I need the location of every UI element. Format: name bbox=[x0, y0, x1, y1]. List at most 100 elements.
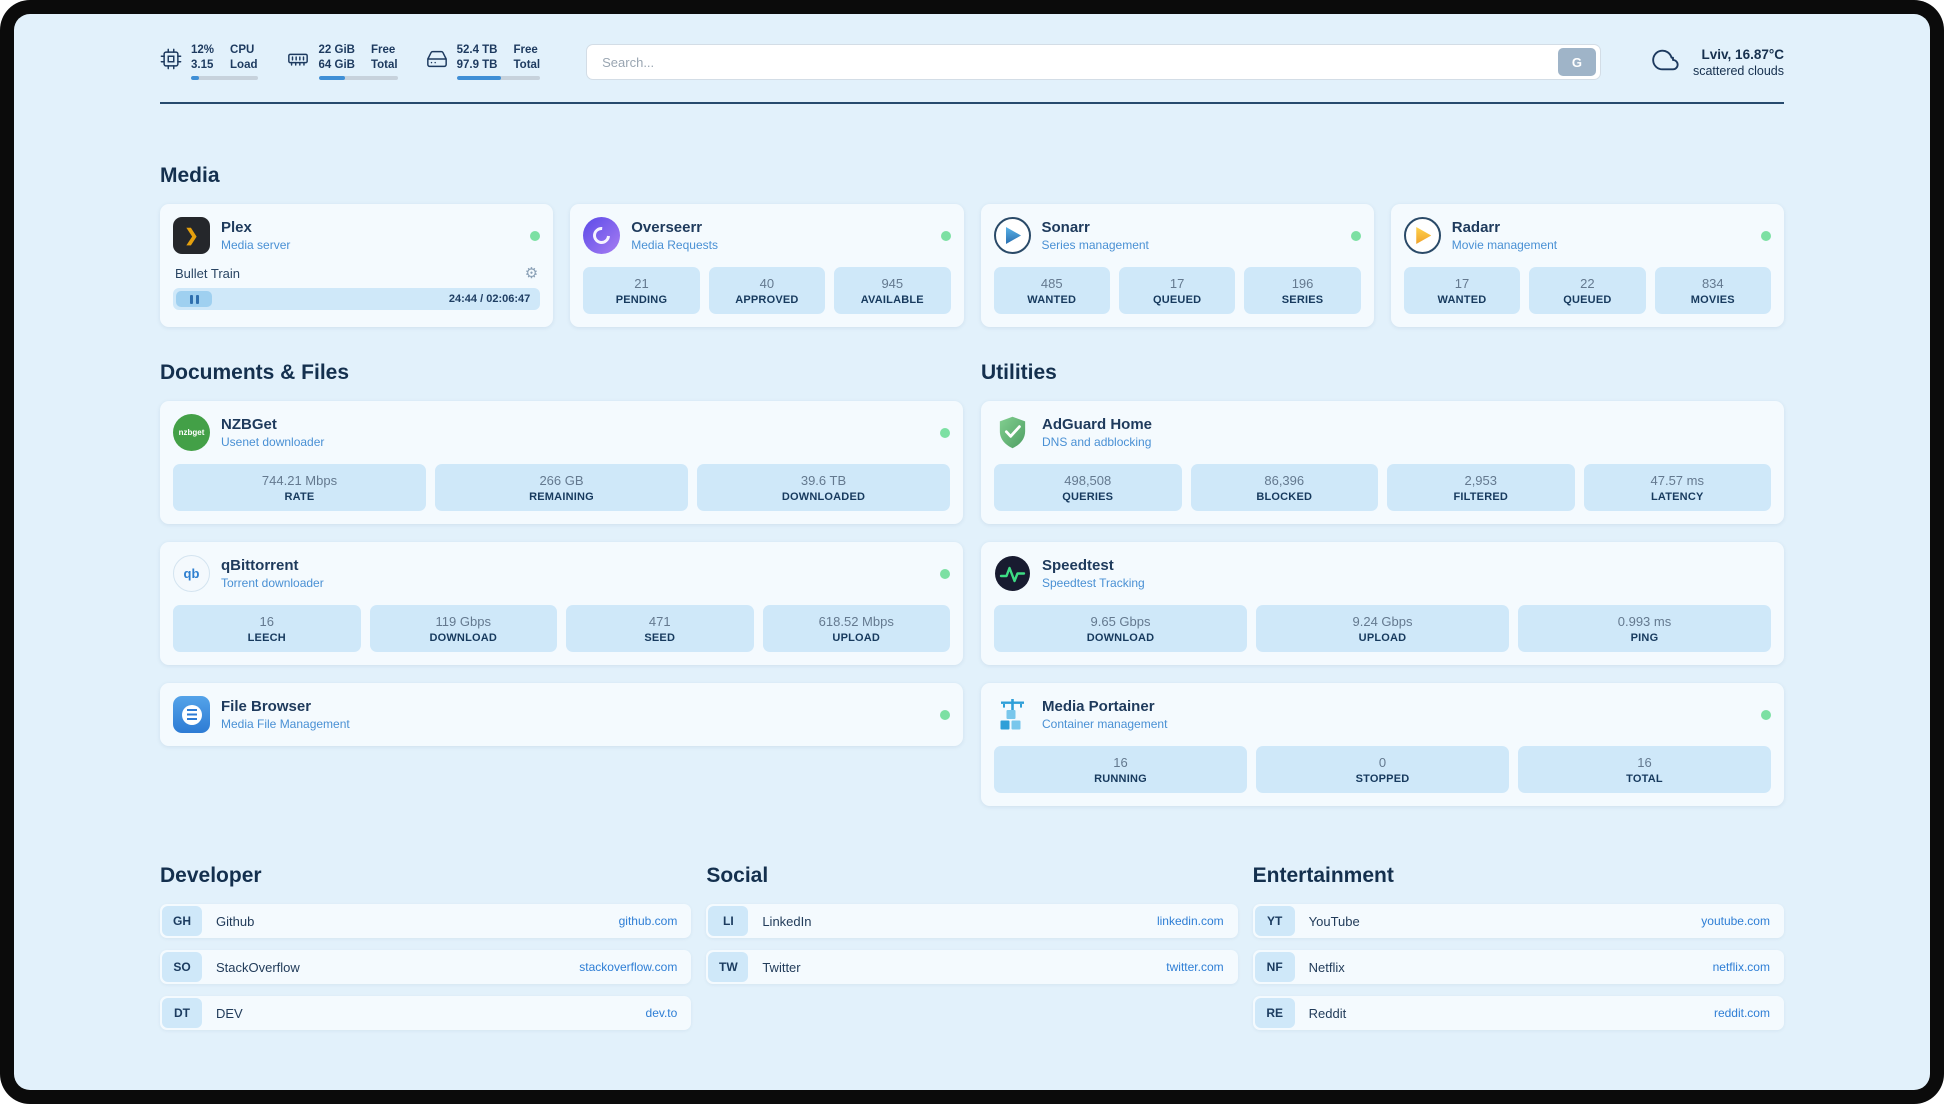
plex-icon: ❯ bbox=[173, 217, 210, 254]
media-card-row: ❯ Plex Media server Bullet Train ⚙ 24:44… bbox=[160, 204, 1784, 327]
bookmark-reddit[interactable]: RE Reddit reddit.com bbox=[1252, 996, 1784, 1030]
stat-total: 16 TOTAL bbox=[1518, 746, 1771, 793]
stat-label: APPROVED bbox=[735, 294, 799, 306]
storage-label-top: Free bbox=[513, 44, 538, 56]
stat-value: 834 bbox=[1701, 276, 1724, 291]
stat-blocked: 86,396 BLOCKED bbox=[1190, 464, 1378, 511]
bookmark-url: reddit.com bbox=[1713, 1006, 1770, 1020]
stat-downloaded: 39.6 TB DOWNLOADED bbox=[697, 464, 950, 511]
app-card-portainer[interactable]: Media Portainer Container management 16 … bbox=[981, 683, 1784, 806]
memory-label-top: Free bbox=[370, 44, 396, 56]
status-online-dot bbox=[530, 230, 541, 241]
bookmark-name: StackOverflow bbox=[216, 959, 300, 975]
app-name: Plex bbox=[221, 219, 252, 236]
plex-now-playing-widget: Bullet Train ⚙ 24:44 / 02:06:47 bbox=[173, 264, 541, 310]
bookmark-name: Netflix bbox=[1308, 959, 1345, 975]
stat-remaining: 266 GB REMAINING bbox=[435, 464, 688, 511]
stat-value: 16 bbox=[259, 614, 274, 629]
bookmark-linkedin[interactable]: LI LinkedIn linkedin.com bbox=[706, 904, 1238, 938]
bookmark-url: twitter.com bbox=[1166, 960, 1224, 974]
cpu-label-top: CPU bbox=[230, 44, 255, 56]
stat-value: 266 GB bbox=[539, 473, 584, 488]
stat-value: 16 bbox=[1113, 755, 1128, 770]
stat-label: PING bbox=[1630, 632, 1659, 644]
stat-label: DOWNLOAD bbox=[429, 632, 498, 644]
cpu-chip-icon bbox=[160, 44, 182, 70]
stat-label: WANTED bbox=[1027, 294, 1077, 306]
stat-value: 196 bbox=[1291, 276, 1314, 291]
status-online-dot bbox=[940, 230, 951, 241]
app-description: Movie management bbox=[1451, 238, 1558, 252]
app-card-qbittorrent[interactable]: qb qBittorrent Torrent downloader 16 LEE… bbox=[160, 542, 963, 665]
stat-running: 16 RUNNING bbox=[994, 746, 1247, 793]
app-card-radarr[interactable]: Radarr Movie management 17 WANTED 22 QUE… bbox=[1390, 204, 1784, 327]
app-card-filebrowser[interactable]: File Browser Media File Management bbox=[160, 683, 963, 746]
stat-label: RATE bbox=[284, 491, 315, 503]
app-name: File Browser bbox=[221, 698, 312, 715]
speedtest-icon bbox=[994, 555, 1031, 592]
stat-label: QUEUED bbox=[1563, 294, 1612, 306]
app-description: Media server bbox=[221, 238, 291, 252]
bookmark-youtube[interactable]: YT YouTube youtube.com bbox=[1252, 904, 1784, 938]
stat-value: 618.52 Mbps bbox=[818, 614, 894, 629]
bookmark-url: linkedin.com bbox=[1156, 914, 1224, 928]
app-card-speedtest[interactable]: Speedtest Speedtest Tracking 9.65 Gbps D… bbox=[981, 542, 1784, 665]
stat-label: REMAINING bbox=[529, 491, 594, 503]
app-name: NZBGet bbox=[221, 416, 277, 433]
memory-widget: 22 GiB 64 GiB Free Total bbox=[286, 44, 398, 80]
bookmark-url: netflix.com bbox=[1712, 960, 1770, 974]
app-description: DNS and adblocking bbox=[1042, 435, 1152, 449]
app-description: Media Requests bbox=[631, 238, 718, 252]
bookmark-name: LinkedIn bbox=[762, 913, 812, 929]
bookmark-twitter[interactable]: TW Twitter twitter.com bbox=[706, 950, 1238, 984]
stat-value: 17 bbox=[1169, 276, 1185, 291]
app-card-overseerr[interactable]: Overseerr Media Requests 21 PENDING 40 A… bbox=[570, 204, 964, 327]
stat-label: TOTAL bbox=[1626, 773, 1663, 785]
search-input[interactable] bbox=[600, 53, 1558, 71]
bookmark-name: Twitter bbox=[762, 959, 801, 975]
top-bar: 12% 3.15 CPU Load bbox=[160, 44, 1784, 80]
app-name: Media Portainer bbox=[1042, 698, 1155, 715]
playback-time: 24:44 / 02:06:47 bbox=[448, 293, 531, 305]
settings-gear-icon[interactable]: ⚙ bbox=[524, 265, 539, 282]
bookmark-netflix[interactable]: NF Netflix netflix.com bbox=[1252, 950, 1784, 984]
section-title-documents: Documents & Files bbox=[160, 361, 350, 384]
stat-value: 9.24 Gbps bbox=[1352, 614, 1413, 629]
bookmark-url: github.com bbox=[618, 914, 678, 928]
bookmark-url: stackoverflow.com bbox=[579, 960, 678, 974]
stat-label: DOWNLOADED bbox=[781, 491, 866, 503]
app-card-sonarr[interactable]: Sonarr Series management 485 WANTED 17 Q… bbox=[980, 204, 1374, 327]
search-engine-button[interactable]: G bbox=[1557, 48, 1596, 76]
stat-label: RUNNING bbox=[1094, 773, 1147, 785]
playback-progress-bar[interactable]: 24:44 / 02:06:47 bbox=[173, 288, 541, 310]
playback-progress-fill bbox=[176, 291, 213, 307]
stat-value: 471 bbox=[648, 614, 671, 629]
app-name: Sonarr bbox=[1041, 219, 1090, 236]
stat-label: SERIES bbox=[1281, 294, 1324, 306]
bookmark-dev[interactable]: DT DEV dev.to bbox=[160, 996, 692, 1030]
bookmark-group-entertainment: Entertainment YT YouTube youtube.com NF … bbox=[1252, 864, 1784, 1030]
bookmark-stackoverflow[interactable]: SO StackOverflow stackoverflow.com bbox=[160, 950, 692, 984]
stat-value: 86,396 bbox=[1264, 473, 1305, 488]
bookmark-github[interactable]: GH Github github.com bbox=[160, 904, 692, 938]
stat-value: 39.6 TB bbox=[800, 473, 847, 488]
app-card-adguard[interactable]: AdGuard Home DNS and adblocking 498,508 … bbox=[981, 401, 1784, 524]
stat-label: MOVIES bbox=[1690, 294, 1735, 306]
status-online-dot bbox=[940, 709, 950, 720]
stat-leech: 16 LEECH bbox=[173, 605, 361, 652]
stat-label: STOPPED bbox=[1355, 773, 1410, 785]
portainer-icon bbox=[994, 696, 1031, 733]
cpu-progress-fill bbox=[191, 76, 199, 80]
hard-drive-icon bbox=[426, 44, 448, 70]
app-card-plex[interactable]: ❯ Plex Media server Bullet Train ⚙ 24:44… bbox=[160, 204, 554, 327]
app-card-nzbget[interactable]: nzbget NZBGet Usenet downloader 744.21 M… bbox=[160, 401, 963, 524]
stat-label: PENDING bbox=[615, 294, 668, 306]
weather-condition: scattered clouds bbox=[1692, 63, 1784, 78]
stat-label: DOWNLOAD bbox=[1086, 632, 1155, 644]
bookmark-abbr: LI bbox=[708, 906, 749, 936]
bookmark-abbr: DT bbox=[162, 998, 202, 1028]
section-title-developer: Developer bbox=[160, 864, 262, 887]
cpu-progress-track bbox=[191, 76, 258, 80]
bookmark-name: YouTube bbox=[1308, 913, 1360, 929]
pause-icon[interactable] bbox=[188, 294, 200, 304]
